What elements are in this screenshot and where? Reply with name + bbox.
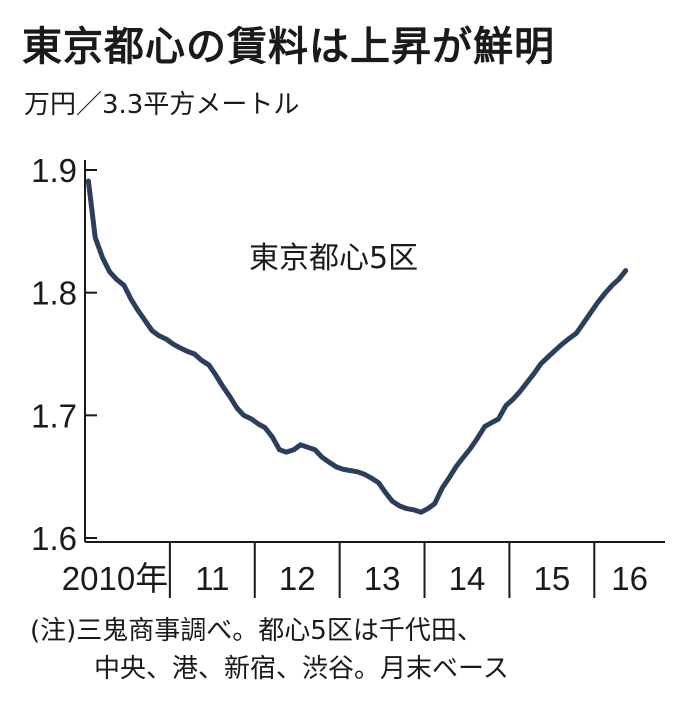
y-tick-label: 1.9 xyxy=(31,152,77,189)
axes xyxy=(84,160,665,543)
x-tick-label: 14 xyxy=(449,560,486,597)
y-tick-label: 1.8 xyxy=(31,275,77,312)
x-tick-label: 11 xyxy=(195,560,229,597)
x-tick-label: 13 xyxy=(364,560,401,597)
x-tick-label: 16 xyxy=(611,560,648,597)
x-tick-label: 2010年 xyxy=(62,560,168,597)
x-tick-label: 12 xyxy=(279,560,316,597)
series-line-0 xyxy=(85,178,629,515)
series-group xyxy=(85,178,629,515)
y-axis-ticks: 1.6 1.7 1.8 1.9 xyxy=(31,152,97,557)
x-tick-label: 15 xyxy=(533,560,570,597)
y-tick-label: 1.6 xyxy=(31,520,77,557)
x-axis-ticks: 2010年 11 12 13 14 15 16 xyxy=(62,542,648,598)
footnote-line-1: (注)三鬼商事調べ。都心5区は千代田、 xyxy=(30,616,483,646)
series-label: 東京都心5区 xyxy=(249,241,418,276)
footnote-line-2: 中央、港、新宿、渋谷。月末ベース xyxy=(94,654,509,684)
y-tick-label: 1.7 xyxy=(31,397,77,434)
y-axis-unit-label: 万円／3.3平方メートル xyxy=(24,90,300,120)
chart-title: 東京都心の賃料は上昇が鮮明 xyxy=(22,24,555,70)
